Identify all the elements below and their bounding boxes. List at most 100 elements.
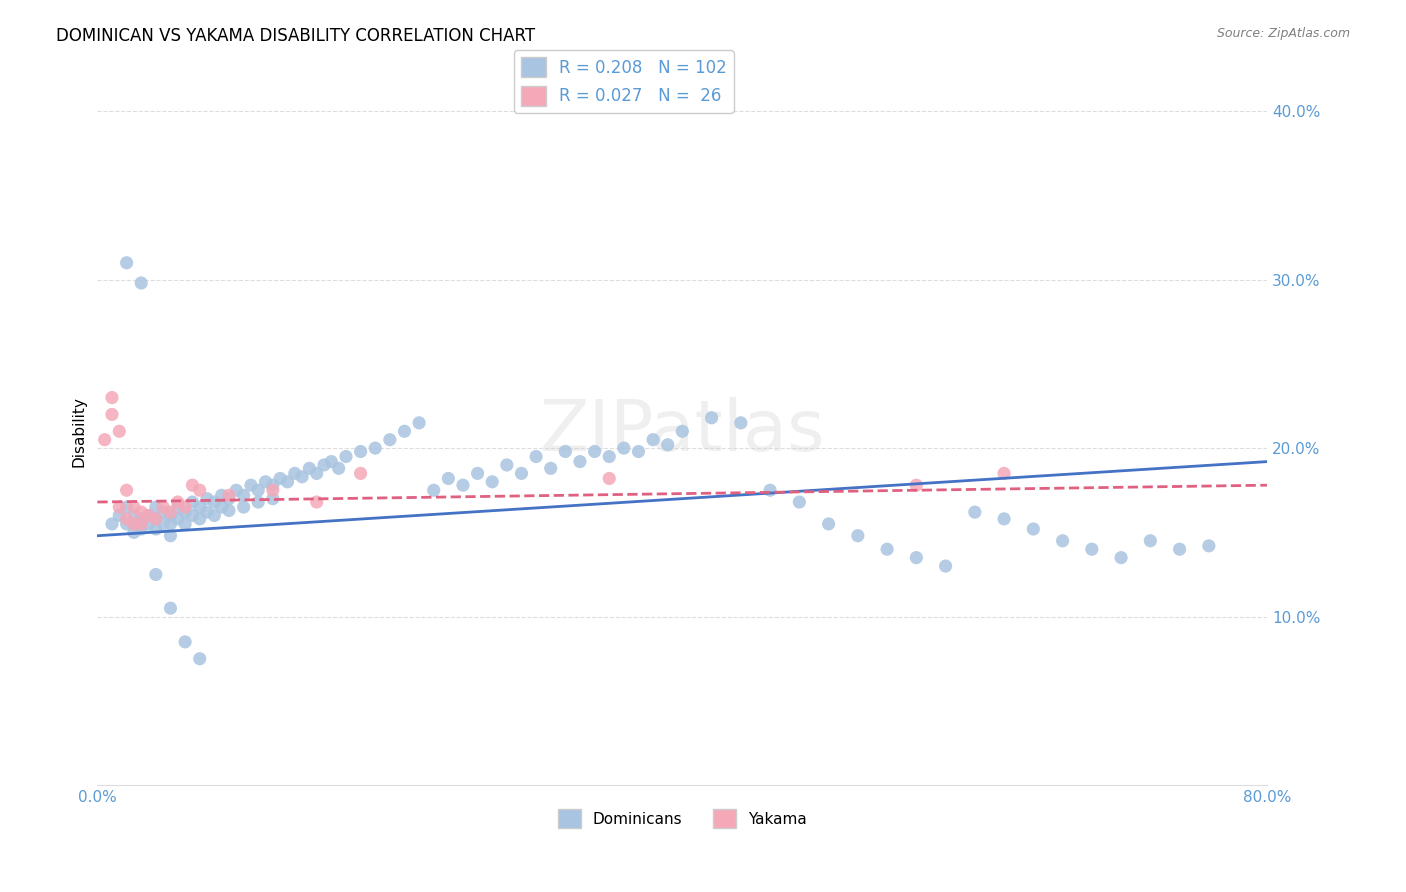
Point bbox=[232, 500, 254, 514]
Point bbox=[211, 488, 233, 502]
Point bbox=[524, 450, 547, 464]
Point bbox=[789, 495, 811, 509]
Point bbox=[129, 516, 152, 531]
Point bbox=[166, 500, 188, 514]
Point bbox=[481, 475, 503, 489]
Point bbox=[568, 454, 591, 468]
Point bbox=[152, 500, 174, 514]
Point bbox=[554, 444, 576, 458]
Point bbox=[759, 483, 782, 498]
Point bbox=[467, 467, 489, 481]
Point bbox=[247, 495, 270, 509]
Point bbox=[93, 433, 115, 447]
Point bbox=[115, 512, 138, 526]
Point bbox=[598, 471, 620, 485]
Point bbox=[195, 505, 218, 519]
Point bbox=[174, 635, 197, 649]
Point bbox=[305, 495, 328, 509]
Point bbox=[262, 483, 284, 498]
Text: ZIPatlas: ZIPatlas bbox=[540, 397, 825, 466]
Point bbox=[122, 516, 145, 531]
Point bbox=[1022, 522, 1045, 536]
Point bbox=[349, 467, 371, 481]
Point bbox=[312, 458, 335, 472]
Point bbox=[129, 276, 152, 290]
Point bbox=[181, 508, 204, 523]
Point bbox=[152, 516, 174, 531]
Point bbox=[613, 441, 636, 455]
Point bbox=[905, 550, 928, 565]
Point bbox=[269, 471, 291, 485]
Point bbox=[122, 516, 145, 531]
Point bbox=[1109, 550, 1132, 565]
Y-axis label: Disability: Disability bbox=[72, 396, 86, 467]
Point bbox=[181, 478, 204, 492]
Point bbox=[905, 478, 928, 492]
Point bbox=[138, 508, 160, 523]
Point bbox=[188, 651, 211, 665]
Point bbox=[1081, 542, 1104, 557]
Point bbox=[159, 505, 181, 519]
Point bbox=[232, 488, 254, 502]
Point bbox=[115, 256, 138, 270]
Point bbox=[254, 475, 277, 489]
Point bbox=[159, 508, 181, 523]
Point bbox=[166, 495, 188, 509]
Point bbox=[115, 483, 138, 498]
Point bbox=[349, 444, 371, 458]
Point bbox=[129, 516, 152, 531]
Point bbox=[202, 508, 225, 523]
Point bbox=[817, 516, 839, 531]
Point bbox=[876, 542, 898, 557]
Point bbox=[378, 433, 401, 447]
Point bbox=[291, 469, 314, 483]
Point bbox=[305, 467, 328, 481]
Point bbox=[262, 491, 284, 506]
Point bbox=[145, 567, 167, 582]
Point bbox=[211, 500, 233, 514]
Point bbox=[437, 471, 460, 485]
Point bbox=[700, 410, 723, 425]
Point bbox=[1139, 533, 1161, 548]
Point bbox=[122, 525, 145, 540]
Point bbox=[993, 512, 1015, 526]
Point bbox=[174, 500, 197, 514]
Point bbox=[152, 505, 174, 519]
Point bbox=[1052, 533, 1074, 548]
Point bbox=[657, 438, 679, 452]
Point bbox=[335, 450, 357, 464]
Point bbox=[321, 454, 343, 468]
Point bbox=[122, 508, 145, 523]
Point bbox=[101, 516, 124, 531]
Point bbox=[730, 416, 752, 430]
Point bbox=[284, 467, 307, 481]
Point bbox=[643, 433, 665, 447]
Point bbox=[364, 441, 387, 455]
Point bbox=[166, 512, 188, 526]
Point bbox=[122, 500, 145, 514]
Point bbox=[138, 516, 160, 531]
Point bbox=[188, 500, 211, 514]
Point bbox=[422, 483, 444, 498]
Point bbox=[145, 500, 167, 514]
Point bbox=[225, 483, 247, 498]
Point bbox=[276, 475, 298, 489]
Point bbox=[262, 478, 284, 492]
Point bbox=[1198, 539, 1220, 553]
Point bbox=[218, 503, 240, 517]
Point bbox=[298, 461, 321, 475]
Point bbox=[451, 478, 474, 492]
Point bbox=[159, 529, 181, 543]
Point bbox=[108, 500, 131, 514]
Point bbox=[598, 450, 620, 464]
Point bbox=[935, 559, 957, 574]
Point bbox=[188, 512, 211, 526]
Point bbox=[583, 444, 606, 458]
Point bbox=[239, 478, 262, 492]
Point bbox=[202, 495, 225, 509]
Point bbox=[174, 505, 197, 519]
Point bbox=[101, 408, 124, 422]
Point bbox=[671, 424, 693, 438]
Point bbox=[138, 508, 160, 523]
Point bbox=[181, 495, 204, 509]
